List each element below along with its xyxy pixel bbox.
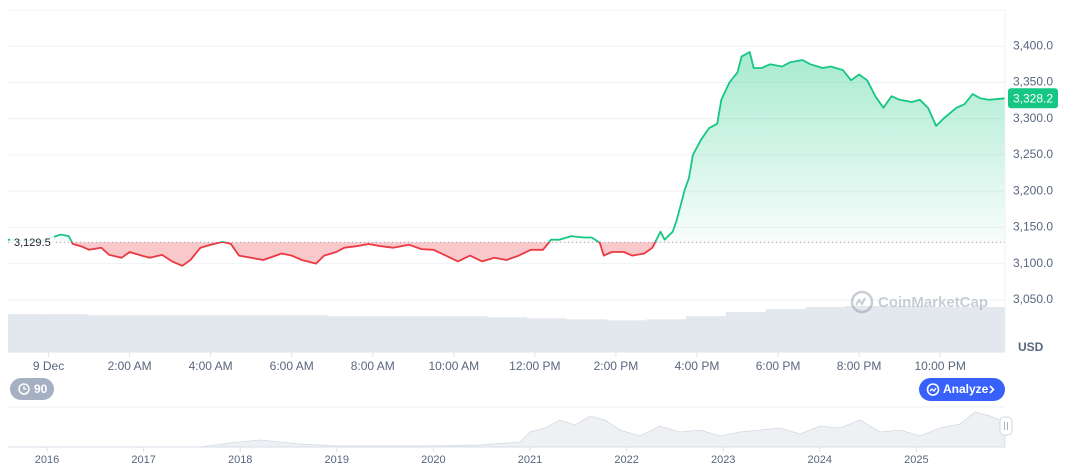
last-price-label: 3,328.2 <box>1013 91 1053 105</box>
x-tick-label: 12:00 PM <box>509 359 560 373</box>
x-tick-label: 9 Dec <box>33 359 64 373</box>
baseline-label-bg <box>10 234 54 251</box>
year-label: 2022 <box>614 454 638 466</box>
y-tick-label: 3,350.0 <box>1013 75 1053 89</box>
volume-bar <box>805 307 846 352</box>
volume-bar <box>406 316 448 352</box>
y-tick-label: 3,050.0 <box>1013 292 1053 306</box>
volume-bar <box>925 307 966 352</box>
year-label: 2018 <box>228 454 252 466</box>
x-tick-label: 8:00 PM <box>837 359 882 373</box>
x-tick-label: 4:00 PM <box>675 359 720 373</box>
year-label: 2021 <box>518 454 542 466</box>
y-tick-label: 3,150.0 <box>1013 220 1053 234</box>
price-area <box>8 52 1005 266</box>
volume-bar <box>8 314 49 352</box>
year-label: 2016 <box>35 454 59 466</box>
volume-bar <box>287 315 328 352</box>
year-label: 2023 <box>711 454 735 466</box>
volume-bar <box>446 316 488 352</box>
volume-bar <box>725 312 767 352</box>
range-button[interactable]: 90 <box>10 378 54 400</box>
volume-bar <box>127 315 169 352</box>
x-tick-label: 2:00 PM <box>594 359 639 373</box>
baseline-label: 3,129.5 <box>14 237 51 249</box>
currency-label: USD <box>1018 340 1044 354</box>
volume-bar <box>685 316 727 352</box>
volume-bar <box>845 306 886 352</box>
y-tick-label: 3,300.0 <box>1013 111 1053 125</box>
volume-bar <box>885 306 926 352</box>
volume-bar <box>327 316 368 352</box>
year-label: 2020 <box>421 454 445 466</box>
volume-bar <box>606 320 647 352</box>
volume-bar <box>526 318 567 352</box>
analyze-button-label: Analyze <box>943 382 989 396</box>
last-price-badge <box>1008 88 1058 109</box>
volume-bar <box>366 316 408 352</box>
year-label: 2017 <box>131 454 155 466</box>
analyze-button[interactable]: Analyze <box>919 378 1005 401</box>
watermark-text: CoinMarketCap <box>878 294 988 311</box>
x-tick-label: 10:00 AM <box>428 359 479 373</box>
x-tick-label: 10:00 PM <box>914 359 965 373</box>
volume-bar <box>47 314 89 352</box>
year-label: 2025 <box>904 454 928 466</box>
volume-bar <box>646 319 687 352</box>
volume-bar <box>207 315 248 352</box>
navigator <box>8 406 1013 448</box>
year-label: 2019 <box>325 454 349 466</box>
volume-bar <box>486 317 527 352</box>
volume-bar <box>965 307 1006 352</box>
y-tick-label: 3,200.0 <box>1013 183 1053 197</box>
volume-bar <box>247 315 288 352</box>
price-line <box>7 51 1006 267</box>
y-tick-label: 3,250.0 <box>1013 147 1053 161</box>
volume-bar <box>167 315 208 352</box>
x-tick-label: 6:00 PM <box>756 359 801 373</box>
y-tick-label: 3,100.0 <box>1013 256 1053 270</box>
year-label: 2024 <box>808 454 832 466</box>
x-tick-label: 4:00 AM <box>189 359 233 373</box>
volume-bar <box>566 319 607 352</box>
watermark: CoinMarketCap <box>850 290 988 314</box>
volume-bar <box>765 309 807 352</box>
x-tick-label: 6:00 AM <box>270 359 314 373</box>
y-tick-label: 3,400.0 <box>1013 38 1053 52</box>
x-tick-label: 2:00 AM <box>108 359 152 373</box>
range-button-label: 90 <box>34 382 48 396</box>
x-tick-label: 8:00 AM <box>351 359 395 373</box>
volume-bar <box>87 315 129 352</box>
